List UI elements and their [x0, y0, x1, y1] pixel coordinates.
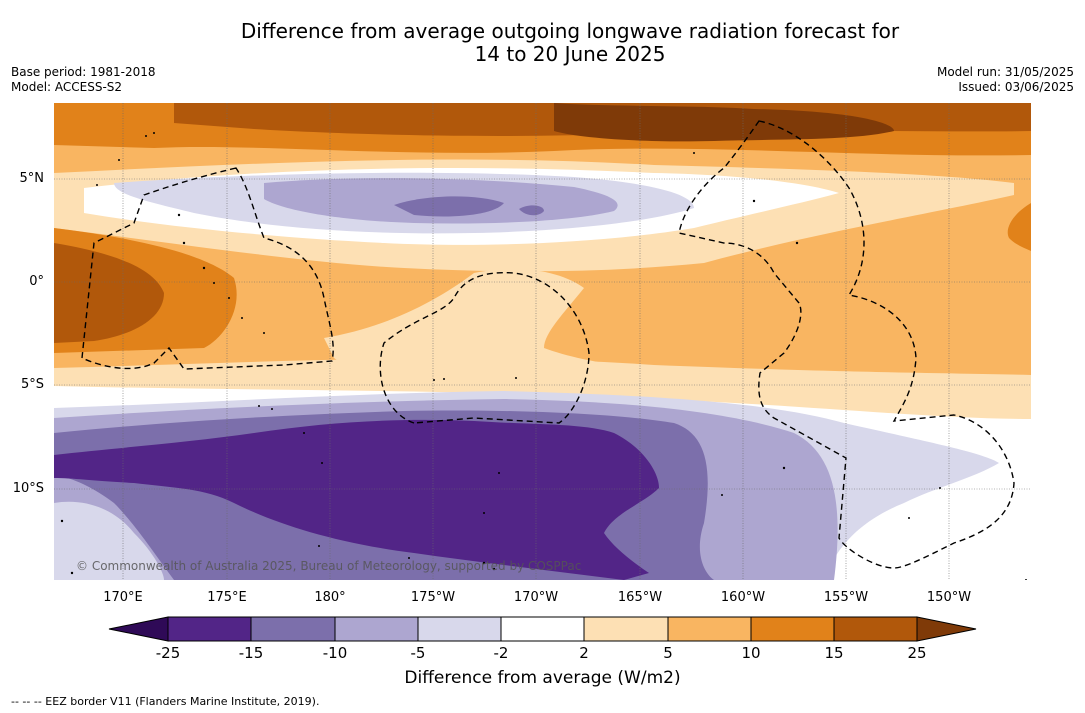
title-line-1: Difference from average outgoing longwav… [240, 19, 900, 43]
graticule [54, 103, 1031, 580]
anomaly-map: © Commonwealth of Australia 2025, Bureau… [54, 103, 1031, 580]
base-info: Base period: 1981-2018 Model: ACCESS-S2 [11, 65, 156, 95]
colorbar-segment-minus2-2 [500, 616, 585, 642]
lat-label-5n: 5°N [19, 171, 45, 186]
colorbar-tick: -15 [238, 644, 264, 662]
colorbar-tick: -5 [410, 644, 426, 662]
colorbar-tick: -2 [493, 644, 509, 662]
issued-date: Issued: 03/06/2025 [958, 80, 1074, 94]
model-name: Model: ACCESS-S2 [11, 80, 123, 94]
lon-label-165w: 165°W [617, 590, 663, 605]
lat-label-10s: 10°S [12, 481, 44, 496]
colorbar-tick: -10 [322, 644, 348, 662]
lon-label-160w: 160°W [720, 590, 766, 605]
lat-label-5s: 5°S [20, 377, 44, 392]
colorbar-tick: 15 [824, 644, 844, 662]
colorbar-segment-5-10 [667, 616, 752, 642]
colorbar-segment-minus25-minus15 [167, 616, 252, 642]
contour-west-15to25 [54, 243, 164, 343]
contour-north-minus15to10 [394, 196, 504, 217]
map-title: Difference from average outgoing longwav… [0, 20, 1085, 66]
lon-label-150w: 150°W [926, 590, 972, 605]
contour-south-2to5 [54, 358, 1031, 420]
run-info: Model run: 31/05/2025 Issued: 03/06/2025 [937, 65, 1074, 95]
model-run: Model run: 31/05/2025 [936, 65, 1074, 79]
base-period: Base period: 1981-2018 [11, 65, 156, 79]
colorbar-segment-minus15-minus10 [250, 616, 336, 642]
contour-sw-minus5to2 [54, 501, 164, 580]
colorbar-segment-minus5-minus2 [417, 616, 502, 642]
colorbar-segment-15-25 [833, 616, 918, 642]
title-line-2: 14 to 20 June 2025 [474, 42, 666, 66]
lon-label-155w: 155°W [823, 590, 869, 605]
copyright-text: © Commonwealth of Australia 2025, Bureau… [76, 559, 581, 573]
colorbar-segment-10-15 [750, 616, 835, 642]
contour-south-minus25to15 [54, 419, 659, 580]
colorbar-tick: 2 [579, 644, 589, 662]
colorbar-tick: 5 [663, 644, 673, 662]
colorbar-segment-minus10-minus5 [334, 616, 419, 642]
eez-borders [81, 120, 1015, 569]
lat-label-0: 0° [29, 274, 44, 289]
contour-central-2to5 [324, 268, 1031, 388]
colorbar-tick: -25 [155, 644, 181, 662]
colorbar-tick: 25 [907, 644, 927, 662]
colorbar-segment-lt-minus25 [108, 616, 169, 642]
contour-north-gt25 [554, 103, 894, 142]
lon-label-180: 180° [314, 590, 346, 605]
colorbar-title: Difference from average (W/m2) [404, 668, 681, 688]
eez-legend-note: -- -- -- EEZ border V11 (Flanders Marine… [11, 695, 320, 708]
lon-label-170e: 170°E [103, 590, 143, 605]
islands [60, 132, 1027, 580]
map-svg: © Commonwealth of Australia 2025, Bureau… [54, 103, 1031, 580]
lon-label-170w: 170°W [513, 590, 559, 605]
contour-east-10to15 [1007, 203, 1031, 251]
colorbar-segment-2-5 [583, 616, 669, 642]
colorbar-tick: 10 [741, 644, 761, 662]
lon-label-175w: 175°W [410, 590, 456, 605]
lon-label-175e: 175°E [207, 590, 247, 605]
contour-north-minus15to10-small [519, 205, 544, 216]
colorbar-segment-gt-25 [916, 616, 977, 642]
